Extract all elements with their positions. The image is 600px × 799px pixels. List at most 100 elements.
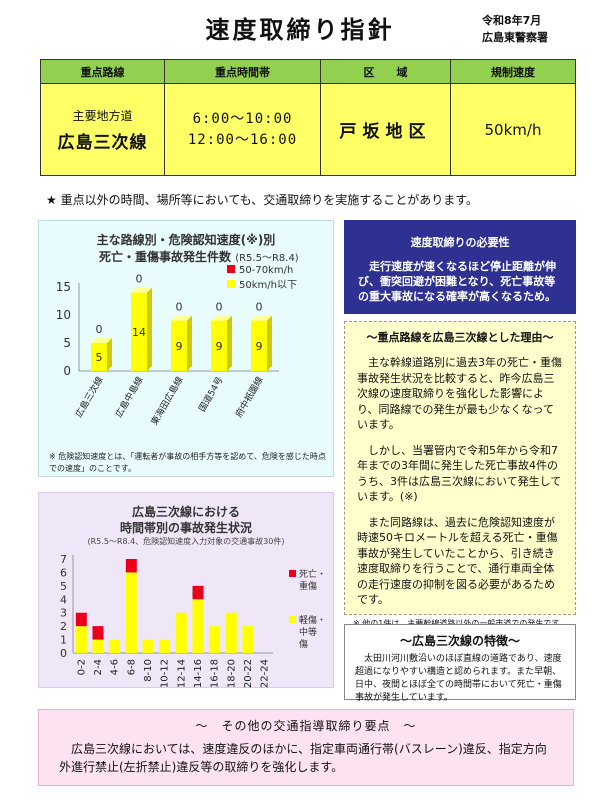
enforcement-table: 重点路線 重点時間帯 区 域 規制速度 主要地方道 広島三次線 6:00～10:… [40, 59, 576, 176]
chart1-bar-top [171, 315, 192, 321]
header-hours: 重点時間帯 [164, 59, 321, 84]
chart1-subtitle-row: 死亡・重傷事故発生件数 (R5.5～R8.4) [39, 248, 333, 265]
chart1-bar-label: 9 [216, 340, 223, 353]
chart2-x-tick: 10-12 [160, 659, 171, 688]
reason-paragraph-2: しかし、当署管内で令和5年から令和7年までの3年間に発生した死亡事故4件のうち、… [357, 443, 562, 504]
chart1-footnote: ※ 危険認知速度とは、「運転者が事故の相手方等を認めて、危険を感じた時点での速度… [49, 452, 326, 473]
necessity-box: 速度取締りの必要性 走行速度が速くなるほど停止距離が伸び、衝突回避が困難となり、… [344, 220, 576, 314]
other-enforcement-box: ～ その他の交通指導取締り要点 ～ 広島三次線においては、速度違反のほかに、指定… [38, 709, 574, 786]
route-main: 広島三次線 [57, 132, 148, 153]
chart2-bar [209, 626, 221, 653]
other-heading: ～ その他の交通指導取締り要点 ～ [195, 719, 417, 733]
chart2-x-tick: 22-24 [260, 659, 271, 688]
chart1-x-tick: 広島三次線 [73, 375, 106, 420]
chart2-x-tick: 12-14 [176, 659, 187, 688]
chart2-bar [142, 639, 154, 653]
chart2-legend-label: 死亡・重傷 [299, 568, 326, 592]
chart1-bar-top [211, 315, 232, 321]
chart2-y-tick: 3 [60, 607, 67, 620]
chart1-bar-side [107, 338, 112, 371]
time-accident-chart: 広島三次線における 時間帯別の事故発生状況 (R5.5～R8.4、危険認知速度入… [38, 492, 334, 688]
route-accident-chart: 主な路線別・危険認知速度(※)別 死亡・重傷事故発生件数 (R5.5～R8.4)… [38, 220, 334, 477]
chart1-plot: 05101550広島三次線140広島中島線90東海田広島線90国道54号90府中… [56, 265, 297, 427]
chart1-top-label: 0 [176, 301, 183, 314]
chart1-x-tick: 府中祇園線 [233, 375, 266, 420]
limit-cell: 50km/h [450, 83, 576, 176]
reason-box: ～重点路線を広島三次線とした理由～ 主な幹線道路別に過去3年の死亡・重傷事故発生… [344, 321, 576, 628]
header-meta: 令和8年7月 広島東警察署 [482, 12, 548, 46]
chart2-x-tick: 16-18 [210, 659, 221, 688]
chart1-bar [91, 343, 107, 371]
chart2-legend-line: 中等 [299, 626, 317, 638]
chart2-bar-red [192, 585, 204, 600]
chart2-legend-swatch [289, 570, 296, 577]
chart2-x-tick: 2-4 [93, 659, 104, 675]
chart1-bar-top [251, 315, 272, 321]
chart1-bar [131, 292, 147, 371]
reason-paragraph-1: 主な幹線道路別に過去3年の死亡・重傷事故発生状況を比較すると、昨今広島三次線の速… [357, 356, 562, 431]
chart2-y-tick: 7 [60, 553, 67, 566]
feature-body: 太田川河川敷沿いのほぼ直線の道路であり、速度超過になりやすい構造と認められます。… [355, 654, 562, 703]
chart1-bar-label: 14 [132, 326, 146, 339]
chart1-y-tick: 15 [56, 280, 71, 294]
necessity-body: 走行速度が速くなるほど停止距離が伸び、衝突回避が困難となり、死亡事故等の重大事故… [358, 260, 556, 303]
chart1-top-label: 0 [96, 323, 103, 336]
chart2-y-tick: 0 [60, 647, 67, 660]
route-cell: 主要地方道 広島三次線 [40, 83, 165, 176]
issue-date: 令和8年7月 [482, 14, 542, 27]
chart1-bar-side [187, 315, 192, 371]
chart2-bar [225, 612, 237, 653]
page-title: 速度取締り指針 [205, 16, 395, 44]
chart1-subtitle: 死亡・重傷事故発生件数 [99, 250, 232, 264]
necessity-heading: 速度取締りの必要性 [410, 236, 510, 249]
chart2-bar [125, 572, 137, 653]
chart2-bar [192, 599, 204, 653]
chart1-bar-label: 9 [176, 340, 183, 353]
feature-box: ～広島三次線の特徴～ 太田川河川敷沿いのほぼ直線の道路であり、速度超過になりやす… [344, 624, 576, 703]
chart2-x-tick: 20-22 [243, 659, 254, 688]
chart1-bar-top [91, 338, 112, 343]
hours-1: 6:00～10:00 [192, 110, 293, 127]
header-limit: 規制速度 [450, 59, 576, 84]
chart2-legend-line: 軽傷・ [299, 614, 326, 626]
chart2-bar [75, 626, 87, 653]
chart2-period: (R5.5～R8.4、危険認知速度入力対象の交通事故30件) [87, 537, 285, 546]
police-station: 広島東警察署 [482, 31, 548, 44]
reason-note: ※ 他の1件は、主要幹線道路以外の一般市道での発生です。 [353, 618, 567, 628]
chart1-top-label: 0 [256, 301, 263, 314]
other-body: 広島三次線においては、速度違反のほかに、指定車両通行帯(バスレーン)違反、指定方… [59, 742, 547, 774]
chart1-top-label: 0 [216, 301, 223, 314]
chart2-legend-line: 傷 [299, 638, 308, 650]
chart2-bar [159, 639, 171, 653]
chart1-bar [251, 320, 267, 371]
area-cell: 戸坂地区 [320, 83, 451, 176]
chart2-x-tick: 0-2 [76, 659, 87, 675]
chart2-bar [92, 639, 104, 653]
chart1-legend-label: 50km/h以下 [239, 280, 297, 291]
chart2-legend-line: 死亡・ [299, 568, 326, 580]
header-area: 区 域 [320, 59, 451, 84]
chart1-y-tick: 5 [63, 336, 71, 350]
chart1-x-tick: 国道54号 [196, 375, 226, 414]
chart1-bar [171, 320, 187, 371]
chart2-x-tick: 4-6 [110, 659, 121, 675]
chart1-bar [211, 320, 227, 371]
chart1-title: 主な路線別・危険認知速度(※)別 [96, 233, 276, 247]
chart1-bar-side [147, 287, 152, 371]
chart2-bar-red [125, 559, 137, 573]
chart2-x-tick: 6-8 [126, 659, 137, 675]
reason-paragraph-3: また同路線は、過去に危険認知速度が時速50キロメートルを超える死亡・重傷事故が発… [357, 515, 558, 607]
chart2-bar [242, 626, 254, 653]
chart1-bar-label: 9 [256, 340, 263, 353]
chart1-x-tick: 広島中島線 [113, 375, 146, 420]
chart2-y-tick: 1 [60, 634, 67, 647]
chart2-bar [175, 612, 187, 653]
chart1-y-tick: 0 [63, 364, 71, 378]
chart2-bar [109, 639, 121, 653]
chart2-y-tick: 4 [60, 593, 67, 606]
chart1-bar-side [227, 315, 232, 371]
chart2-y-tick: 2 [60, 620, 67, 633]
chart2-bar-red [75, 612, 87, 627]
chart1-top-label: 0 [136, 273, 143, 286]
